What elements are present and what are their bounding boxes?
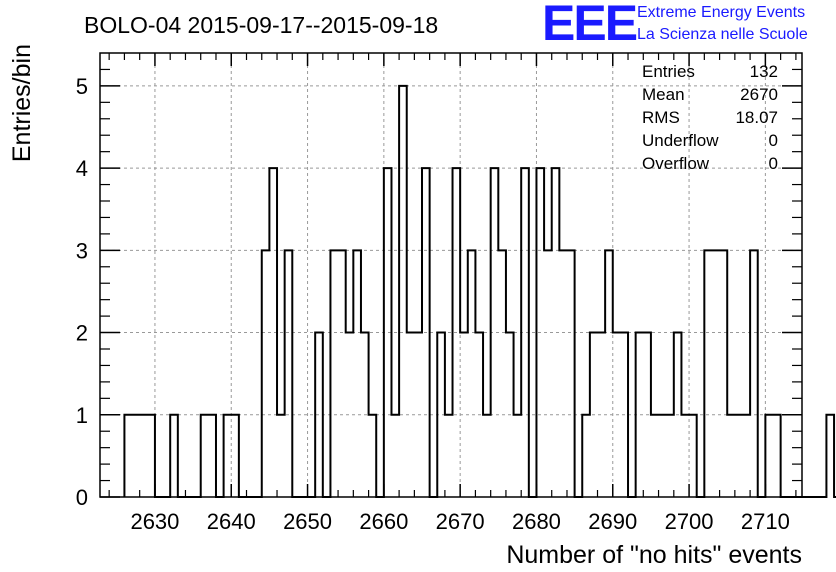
x-tick-label: 2660 [359,509,408,534]
chart-title: BOLO-04 2015-09-17--2015-09-18 [84,12,438,38]
stat-value: 132 [750,62,778,81]
stat-value: 18.07 [735,108,778,127]
y-tick-label: 2 [76,321,88,346]
y-tick-label: 5 [76,74,88,99]
x-tick-label: 2670 [436,509,485,534]
eee-logo-line1: Extreme Energy Events [637,4,805,21]
stats-box: Entries 132 Mean 2670 RMS 18.07 Underflow 0 Over… [642,62,778,173]
x-tick-label: 2630 [130,509,179,534]
x-tick-label: 2700 [665,509,714,534]
stat-label: Underflow [642,131,719,150]
histogram-series [123,84,836,498]
x-tick-label: 2710 [741,509,790,534]
x-tick-label: 2650 [283,509,332,534]
y-tick-label: 1 [76,403,88,428]
stat-label: Mean [642,85,685,104]
x-tick-label: 2640 [207,509,256,534]
axis-ticks [100,53,802,498]
stat-label: Entries [642,62,695,81]
x-tick-label: 2680 [512,509,561,534]
y-axis-label: Entries/bin [8,44,36,162]
stat-value: 2670 [740,85,778,104]
plot-frame [99,52,803,498]
tick-labels: 2630 2640 2650 2660 2670 2680 2690 2700 2710 0 1 2 3… [76,74,790,534]
y-tick-label: 3 [76,238,88,263]
eee-logo-line2: La Scienza nelle Scuole [637,26,808,43]
stat-label: RMS [642,108,680,127]
y-tick-label: 4 [76,156,88,181]
x-tick-label: 2690 [588,509,637,534]
eee-logo: EEE Extreme Energy Events La Scienza nel… [542,0,808,51]
eee-logo-letters: EEE [542,0,637,51]
stat-label: Overflow [642,154,710,173]
x-axis-label: Number of "no hits" events [506,541,802,569]
y-tick-label: 0 [76,485,88,510]
stat-value: 0 [769,154,778,173]
stat-value: 0 [769,131,778,150]
